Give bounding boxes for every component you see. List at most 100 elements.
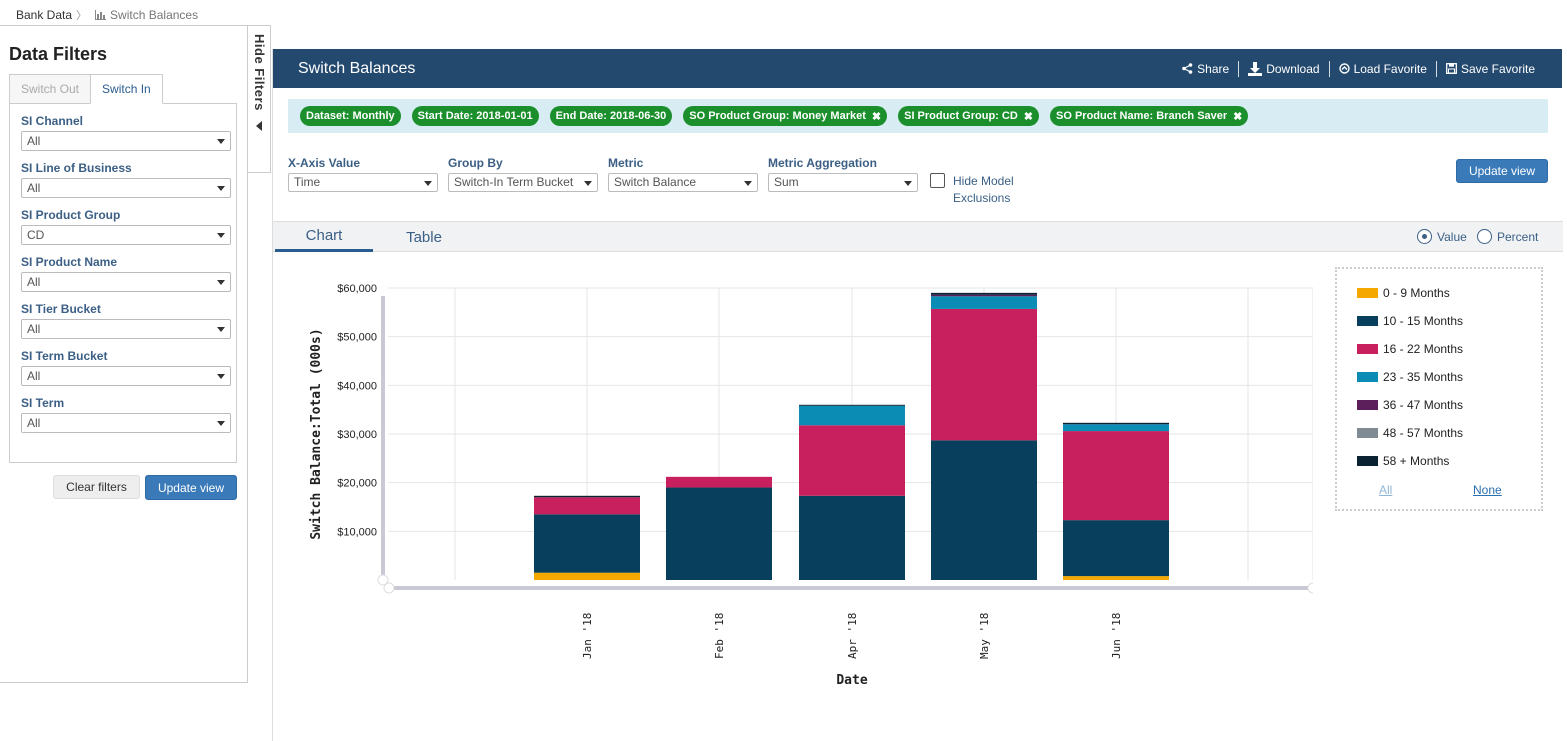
bar-segment bbox=[799, 425, 905, 496]
si-product-group-select[interactable]: CD bbox=[21, 225, 231, 245]
update-view-button-filters[interactable]: Update view bbox=[145, 475, 237, 500]
legend-swatch bbox=[1357, 456, 1378, 466]
si-term-bucket-select[interactable]: All bbox=[21, 366, 231, 386]
bar-segment bbox=[931, 292, 1037, 295]
save-favorite-label: Save Favorite bbox=[1460, 61, 1535, 76]
stacked-bar-chart: $10,000 $20,000 $30,000 $40,000 $50,000 $60,0… bbox=[309, 283, 1313, 688]
tab-chart[interactable]: Chart bbox=[275, 222, 373, 252]
download-label: Download bbox=[1266, 61, 1320, 76]
y-tick-label: $20,000 bbox=[337, 478, 377, 490]
hide-model-exclusions: Hide Model Exclusions bbox=[930, 173, 1028, 207]
bar-segment bbox=[666, 487, 772, 580]
active-filter-chips: Dataset: Monthly Start Date: 2018-01-01 En… bbox=[288, 99, 1548, 133]
divider bbox=[1238, 60, 1240, 77]
main-panel: Switch Balances Share Download Load Favo… bbox=[272, 49, 1563, 741]
si-tier-bucket-select[interactable]: All bbox=[21, 319, 231, 339]
filter-chip-label: Start Date: 2018-01-01 bbox=[417, 110, 533, 122]
select-value: All bbox=[27, 416, 41, 430]
metric-control: Metric Switch Balance bbox=[608, 156, 758, 192]
filter-label: SI Term Bucket bbox=[21, 349, 108, 363]
filter-si-product-group: SI Product Group CD bbox=[21, 208, 231, 245]
select-value: All bbox=[27, 369, 41, 383]
select-value: CD bbox=[27, 228, 45, 242]
caret-down-icon bbox=[217, 233, 225, 238]
filter-label: SI Product Group bbox=[21, 208, 121, 222]
remove-x-icon[interactable]: ✖ bbox=[871, 110, 882, 123]
caret-down-icon bbox=[217, 139, 225, 144]
divider bbox=[1435, 60, 1437, 77]
tab-switch-in[interactable]: Switch In bbox=[90, 74, 163, 104]
view-toolbar: Chart Table Value Percent bbox=[273, 221, 1563, 252]
clear-filters-button[interactable]: Clear filters bbox=[53, 475, 140, 499]
radio-value[interactable]: Value bbox=[1417, 229, 1467, 244]
tab-table[interactable]: Table bbox=[406, 228, 442, 246]
bar-segment bbox=[799, 495, 905, 580]
si-channel-select[interactable]: All bbox=[21, 131, 231, 151]
legend-item[interactable]: 58 + Months bbox=[1357, 454, 1449, 468]
y-tick-label: $60,000 bbox=[337, 283, 377, 295]
radio-percent-label: Percent bbox=[1497, 229, 1539, 244]
filter-chip: End Date: 2018-06-30 bbox=[549, 106, 673, 126]
filter-label: SI Line of Business bbox=[21, 161, 132, 175]
save-favorite-button[interactable]: Save Favorite bbox=[1437, 62, 1544, 76]
filter-label: SI Product Name bbox=[21, 255, 118, 269]
select-value: All bbox=[27, 134, 41, 148]
remove-x-icon[interactable]: ✖ bbox=[1023, 110, 1033, 123]
legend-all-link[interactable]: All bbox=[1379, 483, 1393, 497]
select-value: Time bbox=[294, 175, 321, 189]
filter-label: SI Term bbox=[21, 396, 65, 410]
legend-item[interactable]: 36 - 47 Months bbox=[1357, 398, 1463, 412]
legend-item[interactable]: 23 - 35 Months bbox=[1357, 370, 1463, 384]
hide-filters-label: Hide Filters bbox=[252, 34, 267, 111]
filter-chip-label: SI Product Group: CD bbox=[904, 110, 1018, 122]
legend-item[interactable]: 16 - 22 Months bbox=[1357, 342, 1463, 356]
groupby-select[interactable]: Switch-In Term Bucket bbox=[448, 173, 598, 192]
xaxis-control: X-Axis Value Time bbox=[288, 156, 438, 192]
select-value: Switch-In Term Bucket bbox=[454, 175, 574, 189]
legend-item[interactable]: 0 - 9 Months bbox=[1357, 286, 1450, 300]
filter-chip[interactable]: SO Product Name: Branch Saver ✖ bbox=[1050, 106, 1249, 126]
legend-item[interactable]: 10 - 15 Months bbox=[1357, 314, 1463, 328]
legend-label: 36 - 47 Months bbox=[1383, 398, 1464, 412]
filter-chip[interactable]: SO Product Group: Money Market ✖ bbox=[683, 106, 888, 126]
load-favorite-button[interactable]: Load Favorite bbox=[1330, 62, 1436, 76]
metric-label: Metric bbox=[608, 156, 644, 170]
legend-item[interactable]: 48 - 57 Months bbox=[1357, 426, 1463, 440]
legend-label: 16 - 22 Months bbox=[1383, 342, 1464, 356]
si-product-name-select[interactable]: All bbox=[21, 272, 231, 292]
caret-left-icon bbox=[256, 121, 262, 131]
caret-down-icon bbox=[217, 374, 225, 379]
si-line-of-business-select[interactable]: All bbox=[21, 178, 231, 198]
xaxis-select[interactable]: Time bbox=[288, 173, 438, 192]
legend-swatch bbox=[1357, 428, 1378, 438]
y-tick-label: $30,000 bbox=[337, 429, 377, 441]
update-view-button[interactable]: Update view bbox=[1456, 159, 1548, 183]
download-button[interactable]: Download bbox=[1239, 61, 1328, 76]
radio-value-button[interactable] bbox=[1417, 229, 1432, 244]
select-value: All bbox=[27, 275, 41, 289]
tab-switch-out[interactable]: Switch Out bbox=[9, 74, 92, 104]
legend-label: 23 - 35 Months bbox=[1383, 370, 1464, 384]
metric-select[interactable]: Switch Balance bbox=[608, 173, 758, 192]
caret-down-icon bbox=[217, 280, 225, 285]
aggregation-select[interactable]: Sum bbox=[768, 173, 918, 192]
caret-down-icon bbox=[424, 181, 432, 186]
filter-chip: Start Date: 2018-01-01 bbox=[411, 106, 539, 126]
remove-x-icon[interactable]: ✖ bbox=[1233, 110, 1243, 123]
breadcrumb-root[interactable]: Bank Data bbox=[16, 8, 73, 22]
save-icon bbox=[1446, 63, 1457, 74]
filter-chip-label: End Date: 2018-06-30 bbox=[555, 110, 667, 122]
x-tick-label: Jun '18 bbox=[1110, 613, 1123, 659]
breadcrumb-current: Switch Balances bbox=[95, 8, 198, 22]
si-term-select[interactable]: All bbox=[21, 413, 231, 433]
legend-none-link[interactable]: None bbox=[1473, 483, 1502, 497]
filter-chip[interactable]: SI Product Group: CD ✖ bbox=[898, 106, 1039, 126]
breadcrumb-current-label: Switch Balances bbox=[110, 8, 199, 22]
radio-percent[interactable]: Percent bbox=[1477, 229, 1538, 244]
filter-si-term: SI Term All bbox=[21, 396, 231, 433]
radio-percent-button[interactable] bbox=[1477, 229, 1492, 244]
hide-filters-toggle[interactable]: Hide Filters bbox=[248, 25, 271, 173]
share-button[interactable]: Share bbox=[1173, 62, 1238, 76]
hide-model-exclusions-checkbox[interactable] bbox=[930, 173, 945, 188]
y-tick-label: $50,000 bbox=[337, 332, 377, 344]
